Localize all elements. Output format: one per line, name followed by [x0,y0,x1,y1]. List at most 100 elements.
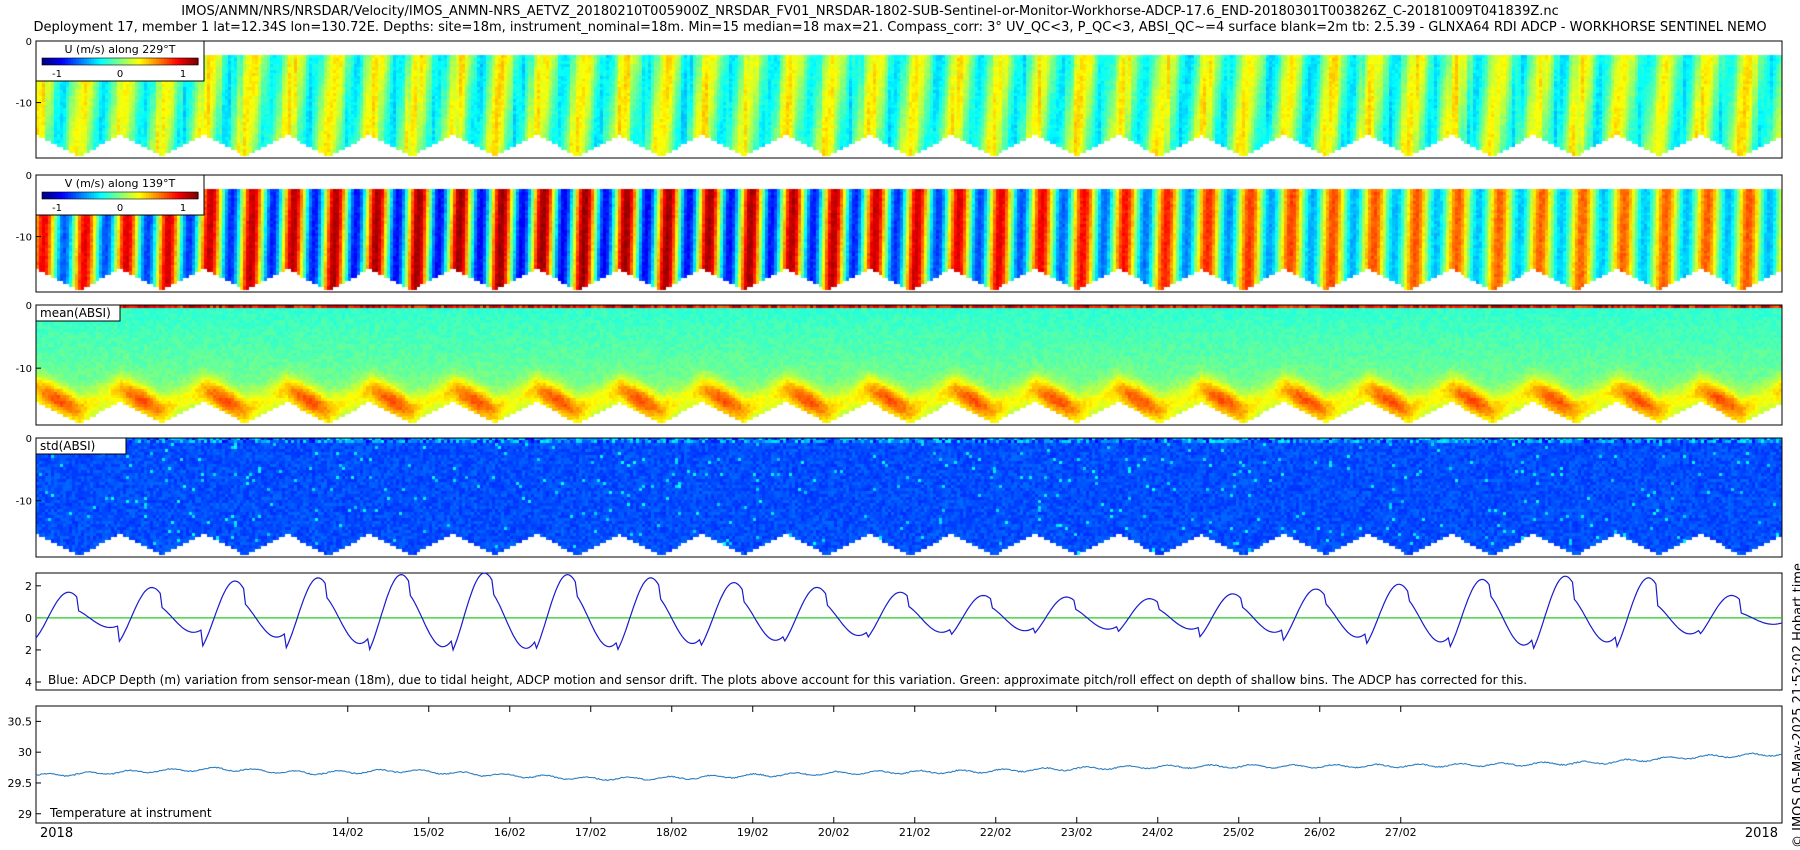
panel-border [35,572,1783,691]
colorbar-segment [70,192,74,199]
x-tick-label: 14/02 [332,826,364,839]
colorbar-segment [127,192,131,199]
y-tick-label: -10 [16,364,32,375]
colorbar-segment [179,58,183,65]
colorbar-segment [120,192,124,199]
colorbar-segment [161,192,165,199]
y-tick-label: 0 [26,301,32,312]
colorbar-segment [140,192,144,199]
colorbar-segment [104,192,108,199]
panel-label-box [35,437,127,455]
colorbar-segment [112,58,116,65]
colorbar-segment [83,58,87,65]
colorbar-segment [146,192,150,199]
depth-variation-panel: 2 0 2 4 Blue: ADCP Depth (m) variation from … [25,572,1783,691]
y-tick-label: 0 [26,171,32,182]
colorbar-segment [101,192,105,199]
colorbar-segment [68,58,72,65]
colorbar-segment [164,58,168,65]
x-tick-label: 22/02 [980,826,1012,839]
x-tick-label: 16/02 [494,826,526,839]
colorbar-segment [47,192,51,199]
panel-label: std(ABSI) [40,439,95,453]
colorbar-tick-label: 0 [117,69,123,80]
figure-title-line-2: Deployment 17, member 1 lat=12.34S lon=1… [33,20,1767,35]
colorbar-segment [107,192,111,199]
colorbar-segment [120,58,124,65]
colorbar-segment [122,58,126,65]
colorbar-segment [65,192,69,199]
colorbar-segment [187,58,191,65]
colorbar-segment [88,58,92,65]
colorbar-segment [177,58,181,65]
y-tick-label: 30.5 [8,715,33,728]
y-tick-label: -10 [16,497,32,508]
panel-border [35,174,1783,293]
colorbar-segment [195,192,199,199]
colorbar-frame [41,191,199,200]
colorbar-segment [73,192,77,199]
colorbar-segment [75,192,79,199]
panel-border [35,437,1783,558]
y-tick-label: 4 [25,676,32,689]
colorbar-segment [44,58,48,65]
colorbar-segment [107,58,111,65]
x-tick-label: 18/02 [656,826,688,839]
heatmap-image [36,305,1782,425]
colorbar-segment [91,58,95,65]
x-tick-label: 23/02 [1061,826,1093,839]
colorbar-segment [99,192,103,199]
colorbar-tick-label: 1 [180,69,186,80]
colorbar-segment [52,58,56,65]
colorbar-segment [182,58,186,65]
colorbar-segment [62,192,66,199]
colorbar-segment [47,58,51,65]
colorbar-segment [78,192,82,199]
colorbar-tick-label: -1 [52,203,62,214]
depth-line [35,572,1783,652]
colorbar-segment [187,192,191,199]
colorbar-segment [86,192,90,199]
colorbar-segment [94,58,98,65]
colorbar-segment [96,192,100,199]
colorbar-segment [185,58,189,65]
colorbar-segment [42,192,46,199]
heatmap-image [36,41,1782,158]
colorbar-segment [60,58,64,65]
colorbar-segment [179,192,183,199]
colorbar-segment [65,58,69,65]
colorbar-segment [70,58,74,65]
colorbar-segment [114,192,118,199]
colorbar-segment [172,192,176,199]
panel-border [35,705,1783,824]
colorbar-segment [177,192,181,199]
colorbar-segment [138,192,142,199]
colorbar-segment [159,58,163,65]
colorbar-segment [122,192,126,199]
x-tick-label: 26/02 [1304,826,1336,839]
x-tick-label: 20/02 [818,826,850,839]
colorbar-segment [153,58,157,65]
colorbar-segment [138,58,142,65]
colorbar-segment [174,192,178,199]
colorbar-segment [49,58,53,65]
depth-annotation: Blue: ADCP Depth (m) variation from sens… [48,673,1527,687]
colorbar-segment [169,192,173,199]
colorbar-segment [114,58,118,65]
heatmap-panel-1: 0-10U (m/s) along 229°T-1 0 1 [16,37,1783,159]
x-tick-label: 25/02 [1223,826,1255,839]
colorbar-segment [151,58,155,65]
colorbar-segment [190,192,194,199]
colorbar-segment [57,192,61,199]
colorbar-segment [81,58,85,65]
temperature-panel: 29 29.5 30 30.5 Temperature at instrument 14/… [8,705,1783,841]
colorbar-segment [57,58,61,65]
colorbar-segment [130,192,134,199]
colorbar-segment [75,58,79,65]
colorbar-segment [135,192,139,199]
figure-title-line-1: IMOS/ANMN/NRS/NRSDAR/Velocity/IMOS_ANMN-… [181,4,1559,19]
colorbar-tick-label: -1 [52,69,62,80]
x-edge-label-left: 2018 [40,826,73,841]
y-tick-label: 2 [25,580,32,593]
